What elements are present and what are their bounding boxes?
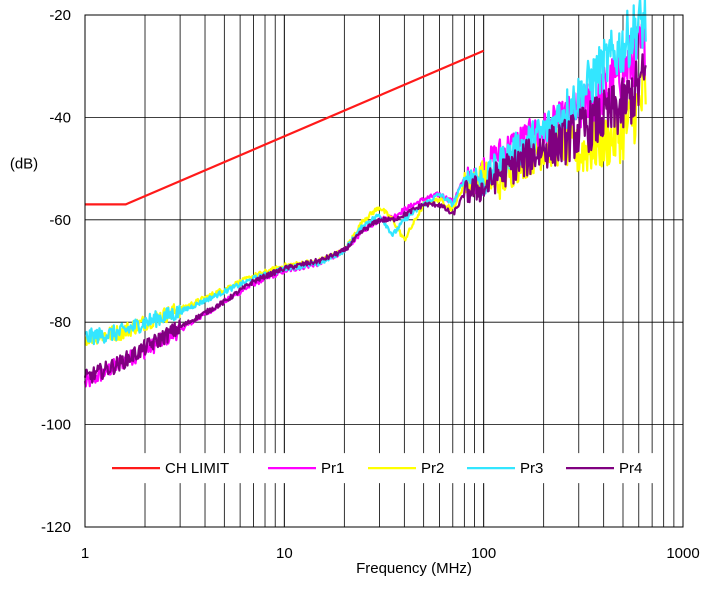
data-series xyxy=(83,0,647,388)
y-axis-label: (dB) xyxy=(10,155,38,172)
legend-label: CH LIMIT xyxy=(165,460,229,477)
y-tick-label: -100 xyxy=(41,417,71,434)
plot-frame xyxy=(84,14,684,528)
x-tick-label: 10 xyxy=(276,545,293,562)
y-tick-label: -120 xyxy=(41,519,71,536)
x-axis-label: Frequency (MHz) xyxy=(356,560,472,577)
x-tick-labels: 1 10 100 1000 xyxy=(81,545,700,562)
y-tick-label: -20 xyxy=(49,7,71,24)
y-tick-label: -60 xyxy=(49,212,71,229)
legend-label: Pr3 xyxy=(520,460,543,477)
series-line-pr4 xyxy=(83,53,647,384)
legend-label: Pr1 xyxy=(321,460,344,477)
series-line-pr3 xyxy=(84,0,647,346)
y-tick-label: -80 xyxy=(49,314,71,331)
x-tick-label: 100 xyxy=(471,545,496,562)
y-tick-labels: -120 -100 -80 -60 -40 -20 xyxy=(41,7,71,536)
grid-lines xyxy=(85,15,683,527)
x-tick-label: 1000 xyxy=(666,545,699,562)
series-line-ch-limit xyxy=(85,49,485,206)
legend-label: Pr4 xyxy=(619,460,642,477)
x-tick-label: 1 xyxy=(81,545,89,562)
legend: CH LIMIT Pr1 Pr2 Pr3 Pr4 xyxy=(101,453,661,484)
legend-label: Pr2 xyxy=(421,460,444,477)
y-tick-label: -40 xyxy=(49,109,71,126)
